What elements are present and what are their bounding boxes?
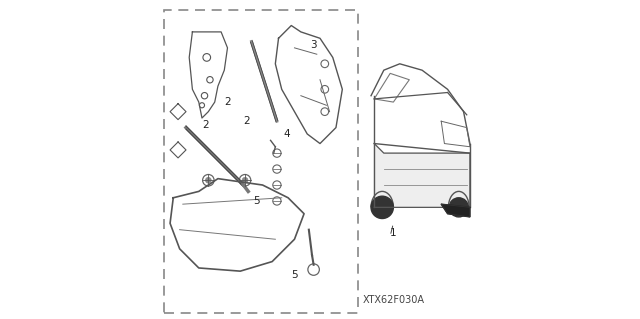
Text: 1: 1 (390, 228, 397, 238)
Polygon shape (374, 144, 470, 207)
Text: 5: 5 (253, 196, 260, 206)
Text: 2: 2 (202, 120, 209, 130)
Text: 2: 2 (224, 97, 231, 107)
Polygon shape (441, 204, 470, 217)
Circle shape (205, 177, 211, 183)
Text: 5: 5 (291, 270, 298, 279)
Text: XTX62F030A: XTX62F030A (362, 295, 424, 305)
Text: 2: 2 (243, 116, 250, 126)
Text: 4: 4 (284, 129, 290, 139)
Text: 3: 3 (310, 40, 317, 50)
Bar (164, 10, 358, 313)
Circle shape (449, 198, 468, 217)
Circle shape (371, 196, 394, 219)
Circle shape (242, 177, 248, 183)
